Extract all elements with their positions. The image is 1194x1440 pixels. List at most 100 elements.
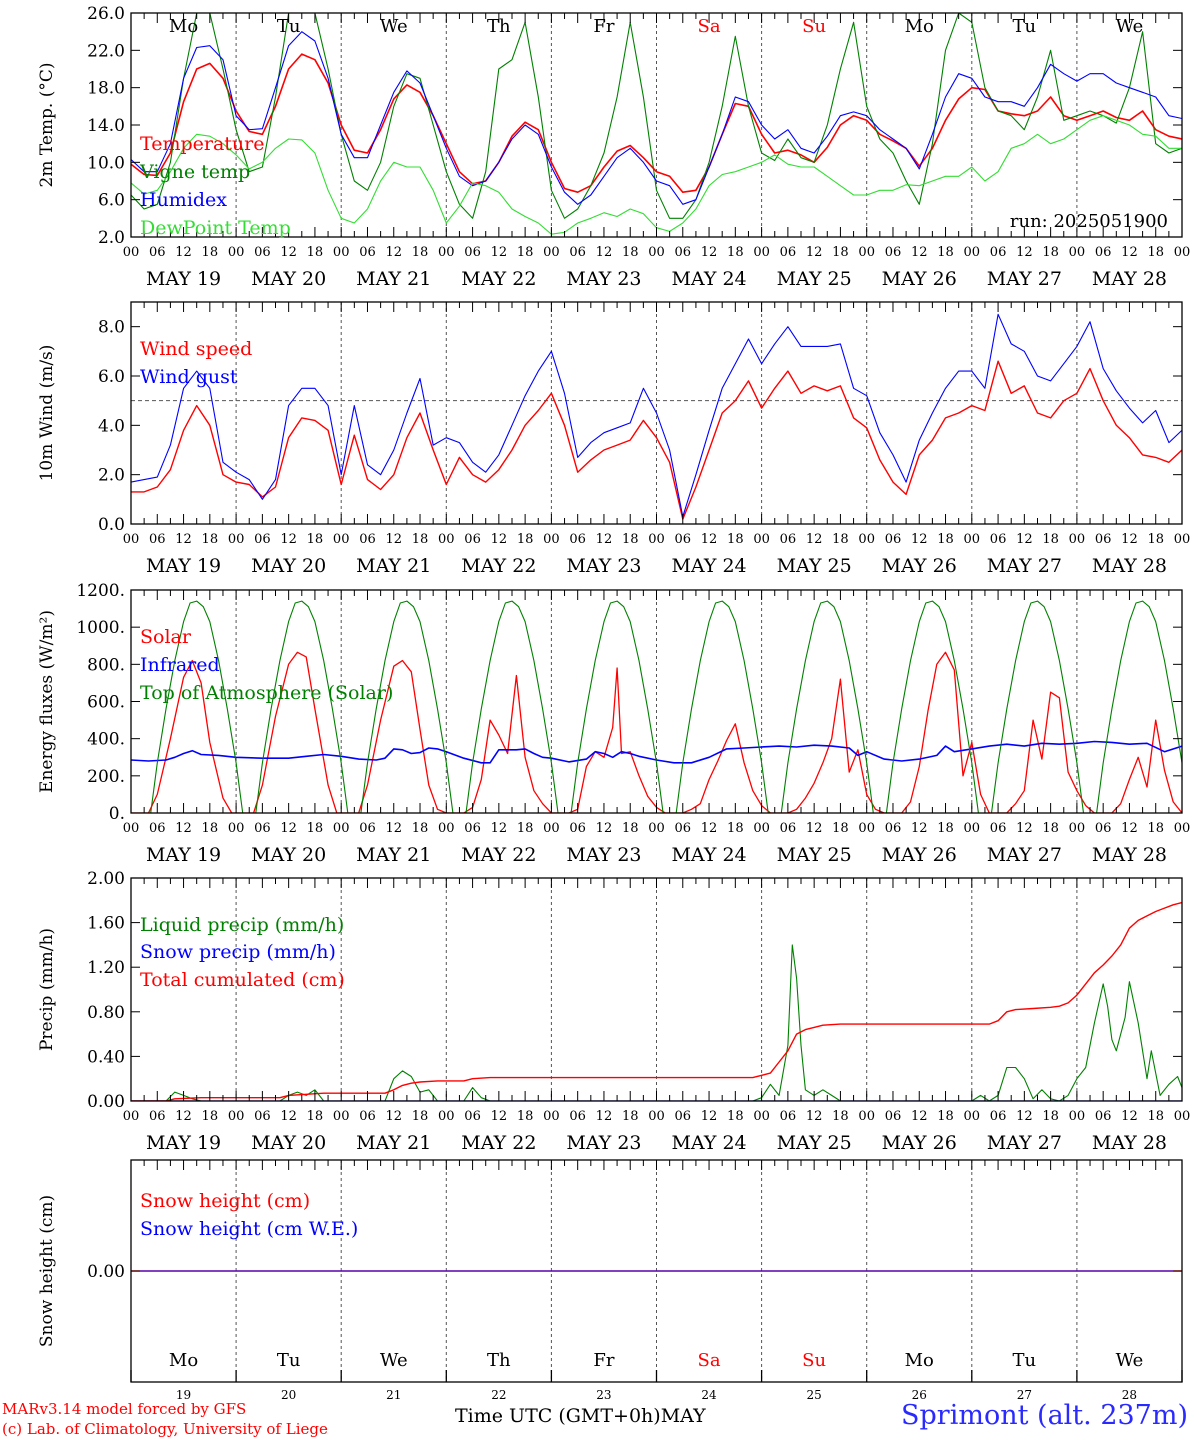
legend-entry-1: Snow height (cm) xyxy=(140,1190,310,1212)
date-label: MAY 28 xyxy=(1092,555,1167,577)
hour-label: 18 xyxy=(517,532,534,547)
date-label: MAY 25 xyxy=(777,1132,852,1154)
hour-label: 00 xyxy=(333,1109,350,1124)
y-tick-label: 4.0 xyxy=(98,416,125,436)
series-line-2 xyxy=(131,313,1182,518)
hour-label: 00 xyxy=(648,245,665,260)
hour-label: 18 xyxy=(727,245,744,260)
hour-label: 12 xyxy=(280,532,297,547)
hour-label: 12 xyxy=(175,245,192,260)
hour-label: 18 xyxy=(832,245,849,260)
hour-label: 12 xyxy=(1121,532,1138,547)
date-label: MAY 27 xyxy=(987,268,1062,290)
hour-label: 18 xyxy=(622,532,639,547)
date-label: MAY 28 xyxy=(1092,1132,1167,1154)
panel-3: 1200. 1000. 800. 600. 400. 200. 0. Energy fluxe… xyxy=(37,581,1190,866)
panel-1: 26.0 22.0 18.0 14.0 10.0 6.0 2.0 2m Temp. (°C) T… xyxy=(37,4,1190,290)
legend-entry-2: Snow precip (mm/h) xyxy=(140,941,336,963)
hour-label: 06 xyxy=(1095,821,1112,836)
month-label: MAY xyxy=(660,1405,706,1427)
hour-label: 18 xyxy=(832,1109,849,1124)
hour-label: 18 xyxy=(1042,821,1059,836)
time-axis-title-text: Time UTC (GMT+0h) xyxy=(455,1405,661,1427)
model-credit: MARv3.14 model forced by GFS xyxy=(2,1400,247,1418)
hour-label: 00 xyxy=(333,532,350,547)
hour-label: 18 xyxy=(622,245,639,260)
weekday-label: Tu xyxy=(277,1350,301,1371)
hour-label: 06 xyxy=(675,1109,692,1124)
hour-label: 12 xyxy=(280,1109,297,1124)
y-axis-label: 10m Wind (m/s) xyxy=(37,345,57,482)
hour-label: 00 xyxy=(438,532,455,547)
date-label: MAY 26 xyxy=(882,1132,957,1154)
hour-label: 12 xyxy=(1121,821,1138,836)
hour-label: 06 xyxy=(990,245,1007,260)
hour-label: 00 xyxy=(1069,1109,1086,1124)
weekday-label: Su xyxy=(802,16,826,37)
y-tick-label: 22.0 xyxy=(87,41,125,61)
hour-label: 06 xyxy=(780,1109,797,1124)
weekday-label: We xyxy=(1116,16,1144,37)
hour-label: 00 xyxy=(1174,1109,1191,1124)
legend-entry-3: Top of Atmosphere (Solar) xyxy=(140,682,393,704)
y-axis-label: Precip (mm/h) xyxy=(37,928,57,1051)
y-tick-label: 400. xyxy=(87,730,125,750)
hour-label: 06 xyxy=(149,532,166,547)
hour-label: 06 xyxy=(359,245,376,260)
hour-label: 18 xyxy=(1147,821,1164,836)
day-number-label: 20 xyxy=(281,1388,296,1402)
day-number-label: 19 xyxy=(176,1388,191,1402)
hour-label: 00 xyxy=(964,1109,981,1124)
hour-label: 12 xyxy=(1121,1109,1138,1124)
hour-label: 06 xyxy=(569,532,586,547)
hour-label: 18 xyxy=(517,245,534,260)
date-label: MAY 20 xyxy=(251,555,326,577)
hour-label: 12 xyxy=(385,821,402,836)
hour-label: 00 xyxy=(1069,532,1086,547)
y-tick-label: 0.80 xyxy=(87,1003,125,1023)
hour-label: 06 xyxy=(885,532,902,547)
hour-label: 00 xyxy=(648,1109,665,1124)
weekday-label: We xyxy=(380,1350,408,1371)
hour-label: 12 xyxy=(596,1109,613,1124)
weekday-label: Th xyxy=(487,16,511,37)
hour-label: 18 xyxy=(412,532,429,547)
y-axis-label: Energy fluxes (W/m²) xyxy=(37,610,57,793)
hour-label: 18 xyxy=(307,821,324,836)
date-label: MAY 22 xyxy=(461,268,536,290)
hour-label: 06 xyxy=(254,532,271,547)
hour-label: 18 xyxy=(412,1109,429,1124)
y-tick-label: 1.60 xyxy=(87,914,125,934)
hour-label: 00 xyxy=(753,821,770,836)
legend-entry-2: Wind gust xyxy=(140,366,238,388)
date-label: MAY 26 xyxy=(882,844,957,866)
weekday-label: Tu xyxy=(277,16,301,37)
hour-label: 12 xyxy=(701,245,718,260)
hour-label: 00 xyxy=(1174,821,1191,836)
hour-label: 00 xyxy=(228,821,245,836)
panel-2: 8.0 6.0 4.0 2.0 0.0 10m Wind (m/s) Wind speed W… xyxy=(37,301,1190,577)
y-tick-label: 6.0 xyxy=(98,367,125,387)
day-number-label: 23 xyxy=(596,1388,611,1402)
hour-label: 06 xyxy=(254,245,271,260)
y-tick-label: 6.0 xyxy=(98,191,125,211)
hour-label: 06 xyxy=(990,532,1007,547)
legend-entry-1: Temperature xyxy=(140,133,264,155)
y-tick-label: 2.00 xyxy=(87,869,125,889)
hour-label: 12 xyxy=(806,532,823,547)
hour-label: 12 xyxy=(911,532,928,547)
date-label: MAY 25 xyxy=(777,555,852,577)
y-tick-label: 14.0 xyxy=(87,116,125,136)
date-label: MAY 23 xyxy=(566,1132,641,1154)
hour-label: 00 xyxy=(858,532,875,547)
hour-label: 18 xyxy=(937,1109,954,1124)
series-line-3 xyxy=(131,31,1182,205)
hour-label: 12 xyxy=(491,532,508,547)
y-tick-label: 0.40 xyxy=(87,1047,125,1067)
weekday-label: Mo xyxy=(905,1350,934,1371)
hour-label: 18 xyxy=(727,1109,744,1124)
hour-label: 00 xyxy=(1069,245,1086,260)
hour-label: 06 xyxy=(1095,1109,1112,1124)
date-label: MAY 24 xyxy=(671,844,746,866)
